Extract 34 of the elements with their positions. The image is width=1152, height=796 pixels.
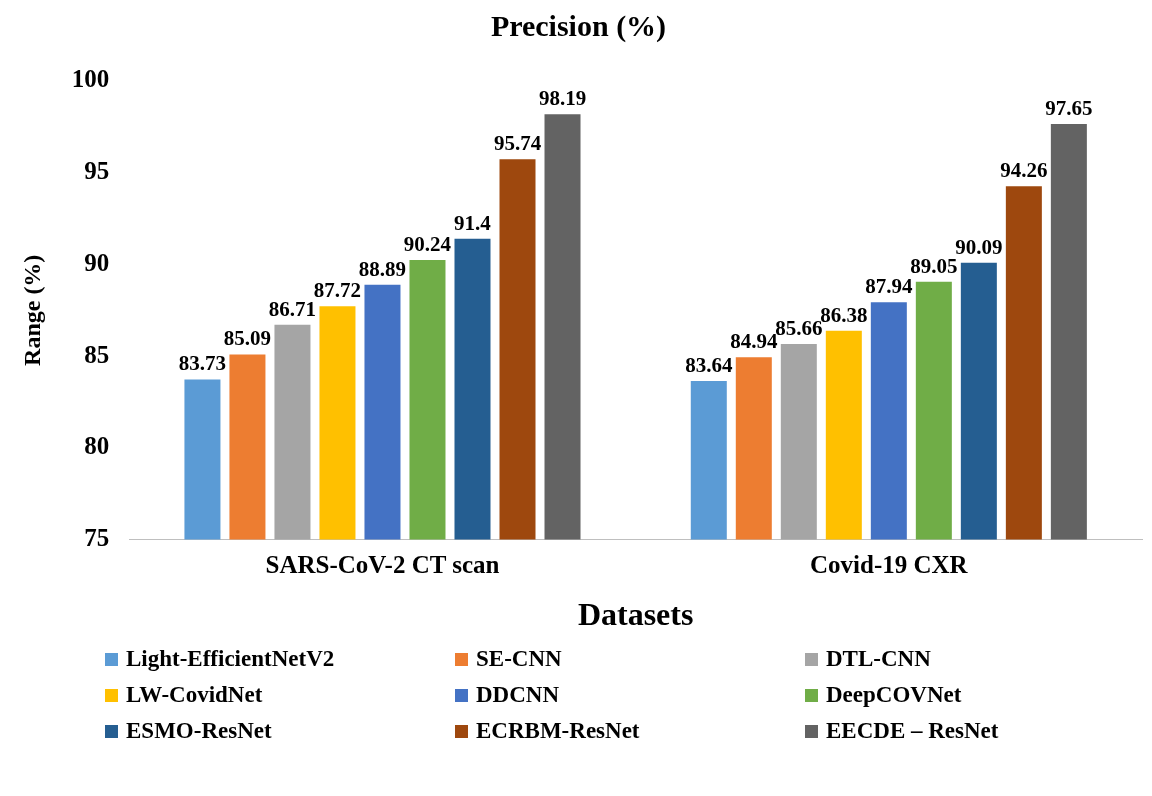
legend-label: EECDE – ResNet (826, 718, 999, 744)
y-tick-label: 95 (84, 157, 110, 185)
legend-label: SE-CNN (476, 646, 562, 672)
y-tick-label: 85 (84, 340, 110, 368)
y-tick-label: 90 (84, 248, 110, 276)
legend-label: ECRBM-ResNet (476, 718, 640, 744)
x-axis-title: Datasets (577, 596, 694, 633)
data-label: 94.26 (1000, 158, 1048, 183)
y-tick-label: 80 (84, 432, 110, 460)
chart-title: Precision (%) (490, 8, 667, 43)
data-label: 91.4 (454, 210, 492, 235)
legend-label: LW-CovidNet (126, 682, 263, 708)
y-axis-title: Range (%) (18, 254, 45, 366)
legend-label: DTL-CNN (826, 646, 931, 672)
data-label: 83.64 (685, 353, 733, 378)
data-label: 85.09 (223, 326, 272, 351)
data-label: 87.94 (865, 274, 913, 299)
x-tick-label: SARS-CoV-2 CT scan (265, 551, 500, 579)
data-label: 97.65 (1045, 96, 1093, 121)
data-label: 86.38 (820, 302, 868, 327)
legend-label: Light-EfficientNetV2 (126, 646, 335, 672)
data-label: 98.19 (538, 86, 587, 111)
y-tick-label: 100 (71, 65, 110, 93)
legend-label: DeepCOVNet (826, 682, 962, 708)
data-label: 95.74 (493, 131, 542, 156)
legend-label: DDCNN (476, 682, 560, 708)
data-label: 90.09 (955, 234, 1003, 259)
legend-label: ESMO-ResNet (126, 718, 272, 744)
data-label: 90.24 (403, 231, 452, 256)
data-label: 89.05 (910, 253, 958, 278)
y-tick-label: 75 (84, 524, 110, 552)
data-label: 88.89 (358, 256, 407, 281)
x-tick-label: Covid-19 CXR (810, 551, 969, 579)
data-label: 83.73 (178, 351, 227, 376)
